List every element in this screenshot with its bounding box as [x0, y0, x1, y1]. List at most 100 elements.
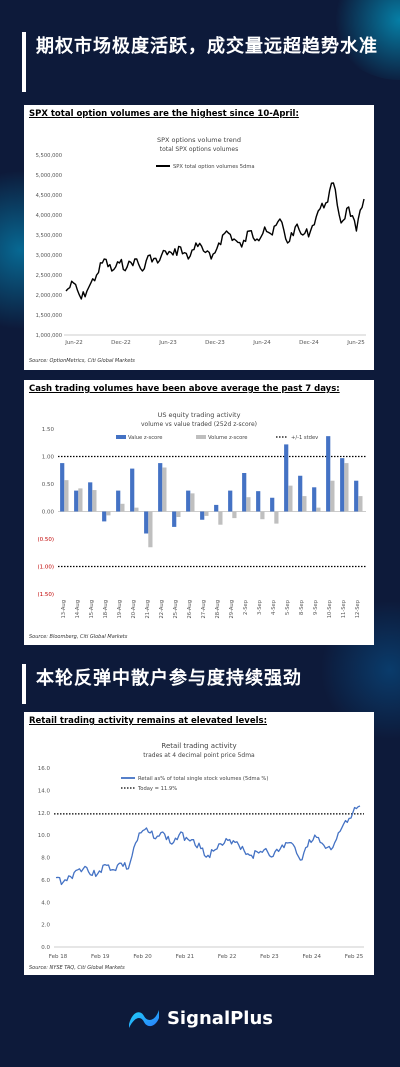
bar-value-zscore	[228, 490, 233, 512]
y-tick-label: 0.50	[42, 482, 55, 488]
legend-label-retail: Retail as% of total single stock volumes…	[138, 776, 268, 782]
legend-label-value: Value z-score	[128, 435, 162, 441]
bar-volume-zscore	[260, 511, 265, 520]
bar-volume-zscore	[120, 503, 125, 512]
series-line-spx-volume	[65, 182, 365, 300]
x-tick-label: 2-Sep	[243, 599, 249, 615]
bar-value-zscore	[312, 487, 317, 512]
bar-volume-zscore	[302, 496, 307, 512]
x-tick-label: 5-Sep	[285, 599, 291, 615]
y-tick-label: 16.0	[38, 766, 51, 772]
x-tick-label: Feb 18	[49, 954, 68, 960]
legend-label: SPX total option volumes 5dma	[173, 164, 255, 170]
chart-source: Source: OptionMetrics, Citi Global Marke…	[29, 358, 135, 364]
x-tick-label: 28-Aug	[215, 600, 221, 619]
x-tick-label: 19-Aug	[117, 600, 123, 619]
chart-card-cash-trading: Cash trading volumes have been above ave…	[24, 380, 374, 645]
title-accent-bar	[22, 32, 26, 92]
x-tick-label: Feb 24	[302, 954, 321, 960]
x-tick-label: Feb 25	[345, 954, 364, 960]
bar-value-zscore	[340, 458, 345, 512]
x-tick-label: 15-Aug	[89, 600, 95, 619]
bar-volume-zscore	[106, 511, 111, 516]
bar-volume-zscore	[64, 480, 69, 512]
legend-swatch-volume	[196, 435, 206, 439]
spx-options-chart: SPX options volume trend total SPX option…	[36, 136, 366, 346]
bar-volume-zscore	[204, 511, 209, 516]
x-tick-label: 20-Aug	[131, 600, 137, 619]
x-tick-label: 11-Sep	[341, 599, 347, 618]
brand-name: SignalPlus	[166, 1007, 274, 1029]
equity-trading-chart: US equity trading activity volume vs valu…	[37, 411, 366, 619]
y-tick-label: 1,500,000	[36, 313, 62, 319]
x-tick-label: Jun-25	[346, 340, 365, 346]
bar-volume-zscore	[344, 463, 349, 512]
bar-value-zscore	[158, 463, 163, 512]
y-tick-label: 2.0	[41, 923, 50, 929]
bar-volume-zscore	[134, 507, 139, 512]
x-tick-label: Jun-23	[158, 340, 177, 346]
x-tick-label: Jun-24	[252, 340, 271, 346]
chart-header: SPX total option volumes are the highest…	[29, 109, 299, 119]
bar-volume-zscore	[330, 480, 335, 512]
bar-volume-zscore	[288, 485, 293, 512]
signalplus-logo-icon	[128, 1010, 159, 1028]
series-line-retail-share	[55, 805, 361, 886]
chart-title: US equity trading activity	[158, 411, 241, 419]
chart-source: Source: NYSE TAQ, Citi Global Markets	[29, 965, 125, 971]
x-tick-label: 21-Aug	[145, 600, 151, 619]
chart-subtitle: trades at 4 decimal point price 5dma	[143, 752, 255, 759]
y-tick-label: 1.00	[42, 455, 55, 461]
x-tick-label: 4-Sep	[271, 599, 277, 615]
x-tick-label: 22-Aug	[159, 600, 165, 619]
bar-value-zscore	[298, 475, 303, 512]
x-tick-label: 26-Aug	[187, 600, 193, 619]
x-tick-label: 18-Aug	[103, 600, 109, 619]
chart-subtitle: volume vs value traded (252d z-score)	[141, 421, 257, 428]
y-tick-label: 5,000,000	[36, 173, 62, 179]
chart-header: Cash trading volumes have been above ave…	[29, 384, 340, 394]
y-tick-label: 1,000,000	[36, 333, 62, 339]
legend-label-stdev: +/-1 stdev	[291, 435, 318, 441]
x-tick-label: 14-Aug	[75, 600, 81, 619]
y-tick-label: 5,500,000	[36, 153, 62, 159]
y-tick-label: (1.00)	[37, 565, 54, 571]
x-tick-label: 3-Sep	[257, 599, 263, 615]
bar-value-zscore	[354, 480, 359, 512]
x-tick-label: Dec-24	[299, 340, 319, 346]
y-tick-label: 3,000,000	[36, 253, 62, 259]
y-tick-label: 0.0	[41, 945, 50, 951]
bar-value-zscore	[200, 511, 205, 520]
x-tick-label: Feb 21	[176, 954, 195, 960]
bar-value-zscore	[326, 436, 331, 512]
bar-value-zscore	[74, 490, 79, 512]
chart-card-spx-options: SPX total option volumes are the highest…	[24, 105, 374, 370]
bar-value-zscore	[60, 463, 65, 512]
x-tick-label: Dec-22	[111, 340, 131, 346]
headline-retail: 本轮反弹中散户参与度持续强劲	[36, 668, 302, 689]
bar-volume-zscore	[274, 511, 279, 524]
x-tick-label: Dec-23	[205, 340, 225, 346]
bar-volume-zscore	[218, 511, 223, 525]
bar-volume-zscore	[358, 496, 363, 512]
headline-options: 期权市场极度活跃，成交量远超趋势水准	[36, 36, 378, 57]
x-tick-label: 8-Sep	[299, 599, 305, 615]
chart-source: Source: Bloomberg, Citi Global Markets	[29, 634, 128, 640]
x-tick-label: 9-Sep	[313, 599, 319, 615]
y-tick-label: 14.0	[38, 788, 51, 794]
section-title-retail: 本轮反弹中散户参与度持续强劲	[22, 664, 378, 704]
bar-value-zscore	[116, 490, 121, 512]
bar-volume-zscore	[92, 490, 97, 512]
x-tick-label: 13-Aug	[61, 600, 67, 619]
chart-card-retail: Retail trading activity remains at eleva…	[24, 712, 374, 975]
bar-volume-zscore	[190, 493, 195, 512]
section-title-options: 期权市场极度活跃，成交量远超趋势水准	[22, 32, 378, 92]
bar-volume-zscore	[148, 511, 153, 548]
legend-label-volume: Volume z-score	[208, 435, 247, 441]
x-tick-label: 25-Aug	[173, 600, 179, 619]
x-tick-label: Jun-22	[64, 340, 83, 346]
x-tick-label: Feb 23	[260, 954, 279, 960]
bar-volume-zscore	[232, 511, 237, 519]
bar-volume-zscore	[176, 511, 181, 517]
bar-value-zscore	[172, 511, 177, 527]
